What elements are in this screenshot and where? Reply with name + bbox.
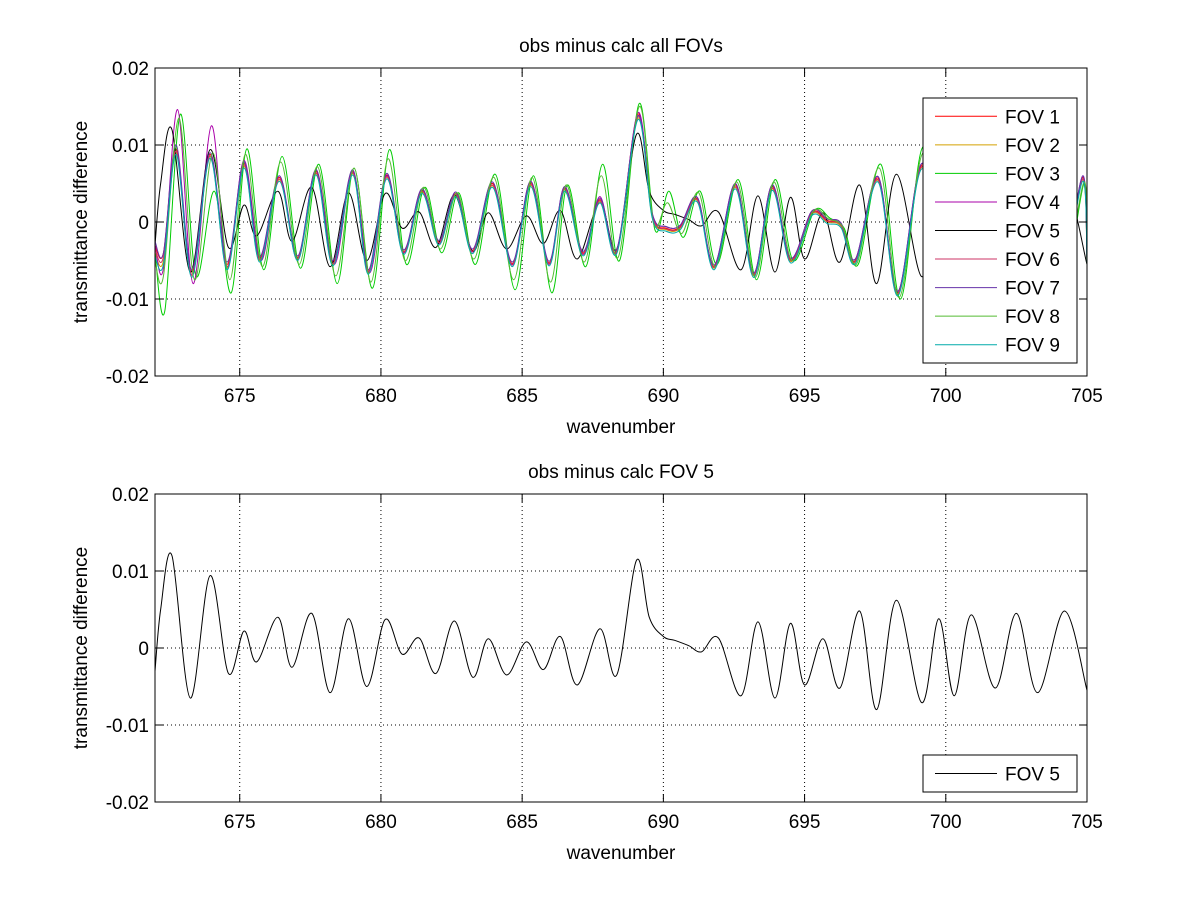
chart-bottom-plot-area: 675 680 685 690 695 700 705 -0.02 -0.01 0 0.01 0.02 [106, 485, 1103, 833]
chart-bottom-y-tick-label: 0 [138, 639, 149, 660]
chart-bottom-x-tick-label: 680 [365, 812, 397, 833]
chart-bottom-y-tick-label: -0.01 [106, 716, 149, 737]
chart-top-x-axis-label: wavenumber [566, 417, 676, 438]
chart-top-y-tick-label: 0.01 [112, 136, 149, 157]
chart-top-legend-label-1: FOV 1 [1005, 107, 1060, 128]
chart-top-legend-label-5: FOV 5 [1005, 222, 1060, 243]
chart-top-x-tick-label: 675 [224, 386, 256, 407]
chart-bottom-legend-label-1: FOV 5 [1005, 765, 1060, 786]
chart-bottom-y-tick-label: 0.02 [112, 485, 149, 506]
chart-top-y-tick-label: -0.02 [106, 367, 149, 388]
chart-top-y-tick-label: 0.02 [112, 59, 149, 80]
chart-top-title: obs minus calc all FOVs [519, 36, 723, 57]
chart-top-legend-label-7: FOV 7 [1005, 279, 1060, 300]
chart-bottom-title: obs minus calc FOV 5 [528, 462, 714, 483]
chart-bottom: 675 680 685 690 695 700 705 -0.02 -0.01 0 0.01 0.02… [71, 462, 1103, 864]
chart-bottom-x-tick-label: 685 [506, 812, 538, 833]
chart-top-legend-label-3: FOV 3 [1005, 164, 1060, 185]
chart-bottom-legend: FOV 5 [922, 754, 1078, 793]
chart-top: 675 680 685 690 695 700 705 -0.02 -0.01 0 0.01 0.02… [71, 36, 1103, 438]
chart-top-x-tick-label: 690 [648, 386, 680, 407]
chart-top-legend: FOV 1 FOV 2 FOV 3 FOV 4 FOV 5 FOV 6 FOV 7 FOV 8… [922, 97, 1078, 364]
chart-bottom-y-tick-label: 0.01 [112, 562, 149, 583]
chart-top-y-tick-label: 0 [138, 213, 149, 234]
chart-top-legend-label-4: FOV 4 [1005, 193, 1060, 214]
chart-bottom-series-group [155, 552, 1087, 711]
chart-bottom-y-axis-label: transmittance difference [71, 547, 92, 749]
chart-top-x-tick-label: 700 [930, 386, 962, 407]
chart-bottom-series-line-1 [155, 552, 1087, 711]
chart-top-y-axis-label: transmittance difference [71, 121, 92, 323]
chart-top-x-tick-label: 695 [789, 386, 821, 407]
chart-top-x-tick-label: 680 [365, 386, 397, 407]
chart-top-y-tick-label: -0.01 [106, 290, 149, 311]
chart-bottom-x-axis-label: wavenumber [566, 843, 676, 864]
chart-bottom-x-tick-label: 695 [789, 812, 821, 833]
chart-top-legend-label-6: FOV 6 [1005, 250, 1060, 271]
chart-top-legend-label-8: FOV 8 [1005, 307, 1060, 328]
chart-top-legend-label-9: FOV 9 [1005, 336, 1060, 357]
chart-top-x-tick-label: 685 [506, 386, 538, 407]
chart-bottom-x-tick-label: 690 [648, 812, 680, 833]
chart-top-x-tick-label: 705 [1071, 386, 1103, 407]
chart-top-legend-label-2: FOV 2 [1005, 136, 1060, 157]
chart-bottom-x-tick-label: 675 [224, 812, 256, 833]
chart-bottom-y-tick-label: -0.02 [106, 793, 149, 814]
chart-bottom-x-tick-label: 705 [1071, 812, 1103, 833]
chart-bottom-x-tick-label: 700 [930, 812, 962, 833]
